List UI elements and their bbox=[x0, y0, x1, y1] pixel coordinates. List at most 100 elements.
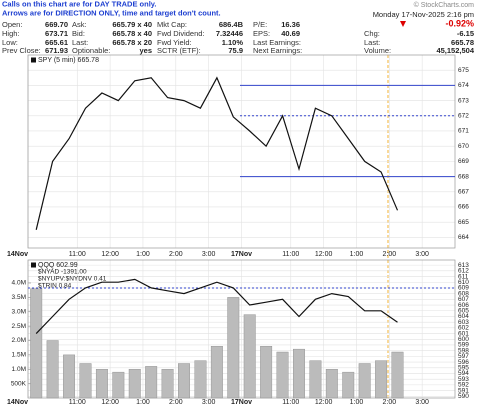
volume-bar bbox=[358, 363, 371, 399]
volume-bar bbox=[63, 354, 76, 399]
y-tick-label: 673 bbox=[458, 97, 469, 104]
y2-tick-label: 2.5M bbox=[12, 323, 26, 330]
x-tick-label: 2:00 bbox=[169, 251, 183, 258]
volume-bar bbox=[276, 351, 289, 399]
volume-bar bbox=[95, 369, 108, 399]
quote-value: 665.78 bbox=[451, 38, 474, 47]
volume-bar bbox=[227, 297, 240, 399]
down-arrow bbox=[400, 21, 406, 27]
quote-label: Fwd Yield: bbox=[157, 38, 192, 47]
y-tick-label: 664 bbox=[458, 234, 469, 241]
y-tick-label: 608 bbox=[458, 290, 469, 297]
quote-label: Optionable: bbox=[72, 46, 110, 55]
volume-bar bbox=[375, 360, 388, 399]
y-tick-label: 604 bbox=[458, 313, 469, 320]
quote-label: Mkt Cap: bbox=[157, 20, 187, 29]
quote-label: P/E: bbox=[253, 20, 267, 29]
y-tick-label: 609 bbox=[458, 285, 469, 292]
quote-value: 671.93 bbox=[45, 46, 68, 55]
quote-value: 665.79 x 40 bbox=[112, 20, 152, 29]
quote-label: Volume: bbox=[364, 46, 391, 55]
x-tick-label: 1:00 bbox=[136, 399, 150, 406]
watermark: © StockCharts.com bbox=[414, 1, 475, 9]
y-tick-label: 600 bbox=[458, 336, 469, 343]
volume-bar bbox=[128, 369, 141, 399]
x-tick-label: 1:00 bbox=[136, 251, 150, 258]
volume-bar bbox=[30, 288, 43, 399]
legend-swatch bbox=[31, 262, 36, 268]
x-tick-label: 3:00 bbox=[202, 399, 216, 406]
x-tick-label: 17Nov bbox=[231, 251, 252, 258]
x-tick-label: 3:00 bbox=[415, 251, 429, 258]
y-tick-label: 666 bbox=[458, 204, 469, 211]
quote-label: Low: bbox=[2, 38, 18, 47]
legend-entry: $TRIN 0.84 bbox=[38, 283, 72, 290]
volume-bar bbox=[46, 340, 59, 399]
y-tick-label: 603 bbox=[458, 319, 469, 326]
change-pct: -0.92% bbox=[445, 18, 474, 28]
x-tick-label: 2:00 bbox=[382, 251, 396, 258]
quote-value: -6.15 bbox=[457, 29, 474, 38]
volume-bar bbox=[178, 363, 190, 399]
quote-value: 669.70 bbox=[45, 20, 68, 29]
x-tick-label: 2:00 bbox=[169, 399, 183, 406]
quote-value: 16.36 bbox=[281, 20, 300, 29]
date: Monday 17-Nov-2025 2:16 pm bbox=[373, 10, 474, 19]
x-tick-label: 3:00 bbox=[415, 399, 429, 406]
quote-label: Chg: bbox=[364, 29, 380, 38]
note-box bbox=[0, 0, 240, 19]
quote-value: yes bbox=[139, 46, 152, 55]
y2-tick-label: 3.0M bbox=[12, 308, 26, 315]
y-tick-label: 668 bbox=[458, 173, 469, 180]
y-tick-label: 670 bbox=[458, 143, 469, 150]
y-tick-label: 601 bbox=[458, 330, 469, 337]
y-tick-label: 591 bbox=[458, 387, 469, 394]
quote-label: Last: bbox=[72, 38, 88, 47]
y-tick-label: 667 bbox=[458, 188, 469, 195]
y-tick-label: 593 bbox=[458, 376, 469, 383]
y-tick-label: 596 bbox=[458, 359, 469, 366]
x-tick-label: 1:00 bbox=[350, 251, 364, 258]
volume-bar bbox=[342, 371, 355, 399]
y-tick-label: 612 bbox=[458, 268, 469, 275]
y-tick-label: 671 bbox=[458, 128, 469, 135]
y2-tick-label: 3.5M bbox=[12, 294, 26, 301]
volume-bar bbox=[309, 360, 322, 399]
y-tick-label: 611 bbox=[458, 273, 469, 280]
y-tick-label: 606 bbox=[458, 302, 469, 309]
volume-bar bbox=[260, 346, 273, 399]
price-line bbox=[35, 76, 399, 230]
quote-value: 665.78 x 40 bbox=[112, 29, 152, 38]
y-tick-label: 607 bbox=[458, 296, 469, 303]
quote-label: EPS: bbox=[253, 29, 270, 38]
y-tick-label: 599 bbox=[458, 342, 469, 349]
y-tick-label: 665 bbox=[458, 219, 469, 226]
x-tick-label: 12:00 bbox=[315, 251, 333, 258]
y-tick-label: 674 bbox=[458, 82, 469, 89]
note: Calls on this chart are for DAY TRADE on… bbox=[2, 0, 156, 8]
volume-bar bbox=[210, 346, 223, 399]
x-tick-label: 12:00 bbox=[315, 399, 333, 406]
quote-label: Ask: bbox=[72, 20, 87, 29]
quote-label: Bid: bbox=[72, 29, 85, 38]
y-tick-label: 675 bbox=[458, 67, 469, 74]
x-tick-label: 3:00 bbox=[202, 251, 216, 258]
y-tick-label: 602 bbox=[458, 325, 469, 332]
quote-label: Next Earnings: bbox=[253, 46, 302, 55]
quote-value: 673.71 bbox=[45, 29, 68, 38]
price-line bbox=[35, 278, 398, 335]
volume-bar bbox=[161, 369, 174, 399]
legend-swatch bbox=[31, 57, 36, 63]
panel-frame bbox=[27, 54, 456, 249]
volume-bar bbox=[325, 369, 338, 399]
volume-bar bbox=[293, 348, 305, 399]
quote-label: Last: bbox=[364, 38, 380, 47]
y-tick-label: 595 bbox=[458, 364, 469, 371]
legend-entry: QQQ 602.99 bbox=[38, 262, 78, 269]
quote-value: 7.32446 bbox=[216, 29, 243, 38]
quote-value: 1.10% bbox=[222, 38, 244, 47]
quote-label: Last Earnings: bbox=[253, 38, 301, 47]
quote-label: Prev Close: bbox=[2, 46, 41, 55]
